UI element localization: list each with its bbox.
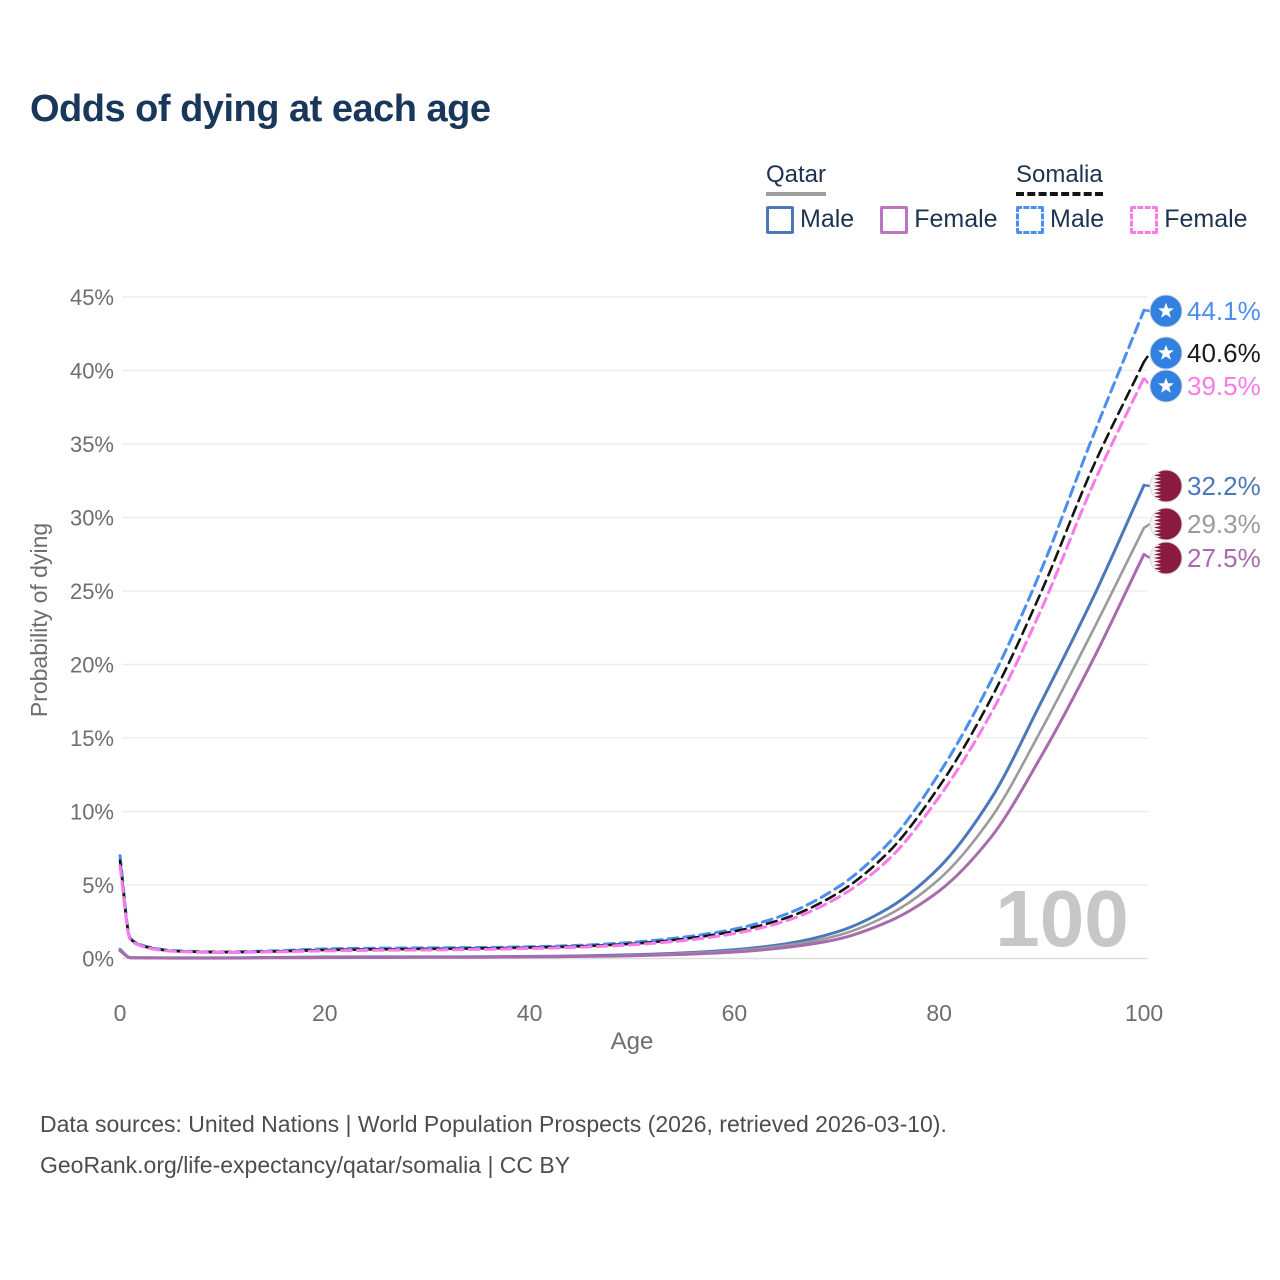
x-tick-100: 100 xyxy=(1125,1000,1163,1026)
legend-items-row: Male Female xyxy=(766,205,998,234)
x-tick-0: 0 xyxy=(114,1000,127,1026)
y-tick-20%: 20% xyxy=(70,653,114,678)
star-icon xyxy=(1158,302,1174,318)
y-tick-45%: 45% xyxy=(70,285,114,310)
x-axis-label: Age xyxy=(611,1028,654,1055)
footer: Data sources: United Nations | World Pop… xyxy=(40,1104,947,1186)
qatar-maroon-serrated-band xyxy=(1153,470,1182,502)
legend-item-label: Female xyxy=(1164,205,1248,234)
end-value-label-somalia: 40.6% xyxy=(1187,338,1261,368)
star-icon xyxy=(1158,377,1174,393)
page-title: Odds of dying at each age xyxy=(30,88,491,130)
qatar-maroon-serrated-band xyxy=(1153,508,1182,540)
legend-group-qatar: Qatar Male Female xyxy=(766,161,998,234)
y-tick-35%: 35% xyxy=(70,432,114,457)
x-tick-60: 60 xyxy=(722,1000,748,1026)
series-line-qatar[interactable] xyxy=(118,526,1146,960)
legend: Qatar Male Female Somalia Male Female xyxy=(0,161,1280,242)
y-tick-5%: 5% xyxy=(82,873,114,898)
legend-items-row: Male Female xyxy=(1016,205,1248,234)
y-tick-25%: 25% xyxy=(70,579,114,604)
y-tick-40%: 40% xyxy=(70,359,114,384)
legend-item-qatar-male[interactable]: Male xyxy=(766,205,854,234)
qatar-flag-icon xyxy=(1149,469,1183,503)
end-value-label-qatar-male: 32.2% xyxy=(1187,471,1261,501)
y-axis-label: Probability of dying xyxy=(26,523,52,717)
series-line-qatar-female[interactable] xyxy=(118,552,1146,960)
legend-group-somalia: Somalia Male Female xyxy=(1016,161,1248,234)
somalia-flag-icon xyxy=(1149,336,1183,370)
somalia-flag-icon xyxy=(1149,294,1183,328)
legend-item-somalia-female[interactable]: Female xyxy=(1130,205,1248,234)
age-counter-watermark: 100 xyxy=(995,874,1128,963)
legend-country-qatar: Qatar xyxy=(766,161,827,197)
legend-checkbox-icon[interactable] xyxy=(1130,205,1159,234)
somalia-flag-icon xyxy=(1149,369,1183,403)
series-line-qatar-male[interactable] xyxy=(118,483,1146,960)
y-tick-15%: 15% xyxy=(70,726,114,751)
x-tick-80: 80 xyxy=(926,1000,952,1026)
legend-item-label: Female xyxy=(914,205,998,234)
legend-item-label: Male xyxy=(800,205,855,234)
y-tick-30%: 30% xyxy=(70,506,114,531)
qatar-maroon-serrated-band xyxy=(1153,542,1182,574)
end-value-label-qatar-female: 27.5% xyxy=(1187,543,1261,573)
legend-checkbox-icon[interactable] xyxy=(1016,205,1044,234)
legend-item-somalia-male[interactable]: Male xyxy=(1016,205,1104,234)
legend-checkbox-icon[interactable] xyxy=(766,205,794,234)
series-line-somalia[interactable] xyxy=(118,360,1146,954)
qatar-flag-icon xyxy=(1149,507,1183,541)
y-tick-0%: 0% xyxy=(82,947,114,972)
legend-checkbox-icon[interactable] xyxy=(880,205,909,234)
qatar-flag-icon xyxy=(1149,541,1183,575)
legend-item-qatar-female[interactable]: Female xyxy=(880,205,998,234)
x-tick-40: 40 xyxy=(517,1000,543,1026)
end-value-label-somalia-female: 39.5% xyxy=(1187,371,1261,401)
footer-url: GeoRank.org/life-expectancy/qatar/somali… xyxy=(40,1152,571,1178)
legend-item-label: Male xyxy=(1050,205,1105,234)
series-line-somalia-female[interactable] xyxy=(118,376,1146,955)
end-value-label-somalia-male: 44.1% xyxy=(1187,296,1261,326)
footer-data-sources: Data sources: United Nations | World Pop… xyxy=(40,1111,947,1137)
legend-country-somalia: Somalia xyxy=(1016,161,1103,197)
star-icon xyxy=(1158,344,1174,360)
x-tick-20: 20 xyxy=(312,1000,338,1026)
end-value-label-qatar: 29.3% xyxy=(1187,509,1261,539)
series-line-somalia-male[interactable] xyxy=(118,308,1146,954)
y-tick-10%: 10% xyxy=(70,800,114,825)
